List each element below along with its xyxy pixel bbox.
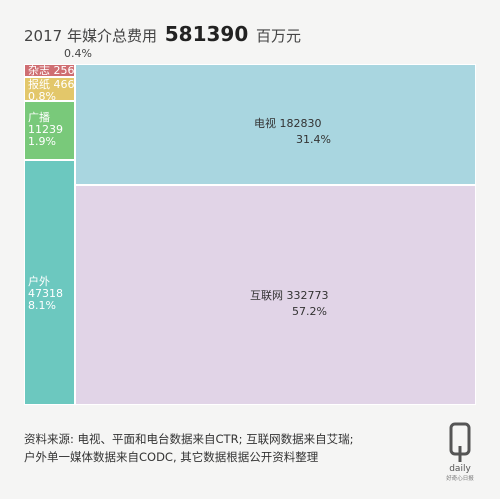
cell-label-radio: 广播 11239 1.9%	[28, 111, 63, 149]
watermark-brand: daily	[449, 464, 471, 474]
cell-label-magazine: 杂志 2566	[28, 64, 75, 77]
source-line-1: 资料来源: 电视、平面和电台数据来自CTR; 互联网数据来自艾瑞;	[24, 432, 354, 446]
treemap-cell-outdoor: 户外 47318 8.1%	[24, 159, 75, 405]
title-total: 581390	[164, 22, 249, 46]
treemap-cell-radio: 广播 11239 1.9%	[24, 101, 75, 160]
daily-logo-icon: daily 好奇心日报	[446, 422, 474, 482]
treemap-cell-magazine: 杂志 2566	[24, 64, 75, 78]
magazine-percent-label: 0.4%	[64, 47, 92, 60]
watermark-caption: 好奇心日报	[446, 474, 474, 482]
source-line-2: 户外单一媒体数据来自CODC, 其它数据根据公开资料整理	[24, 450, 319, 464]
title-unit: 百万元	[256, 27, 302, 45]
cell-label-tv: 电视 182830 31.4%	[254, 117, 331, 146]
title-prefix: 2017 年媒介总费用	[24, 27, 157, 45]
cell-label-newspaper: 报纸 46650.8%	[28, 78, 75, 102]
treemap-cell-tv: 电视 182830 31.4%	[75, 64, 476, 185]
treemap-cell-internet: 互联网 332773 57.2%	[75, 184, 476, 405]
treemap-cell-newspaper: 报纸 46650.8%	[24, 77, 75, 102]
cell-label-outdoor: 户外 47318 8.1%	[28, 274, 63, 312]
cell-label-internet: 互联网 332773 57.2%	[250, 288, 329, 318]
chart-title: 2017 年媒介总费用 581390 百万元	[24, 22, 301, 46]
source-note: 资料来源: 电视、平面和电台数据来自CTR; 互联网数据来自艾瑞; 户外单一媒体…	[24, 430, 353, 466]
